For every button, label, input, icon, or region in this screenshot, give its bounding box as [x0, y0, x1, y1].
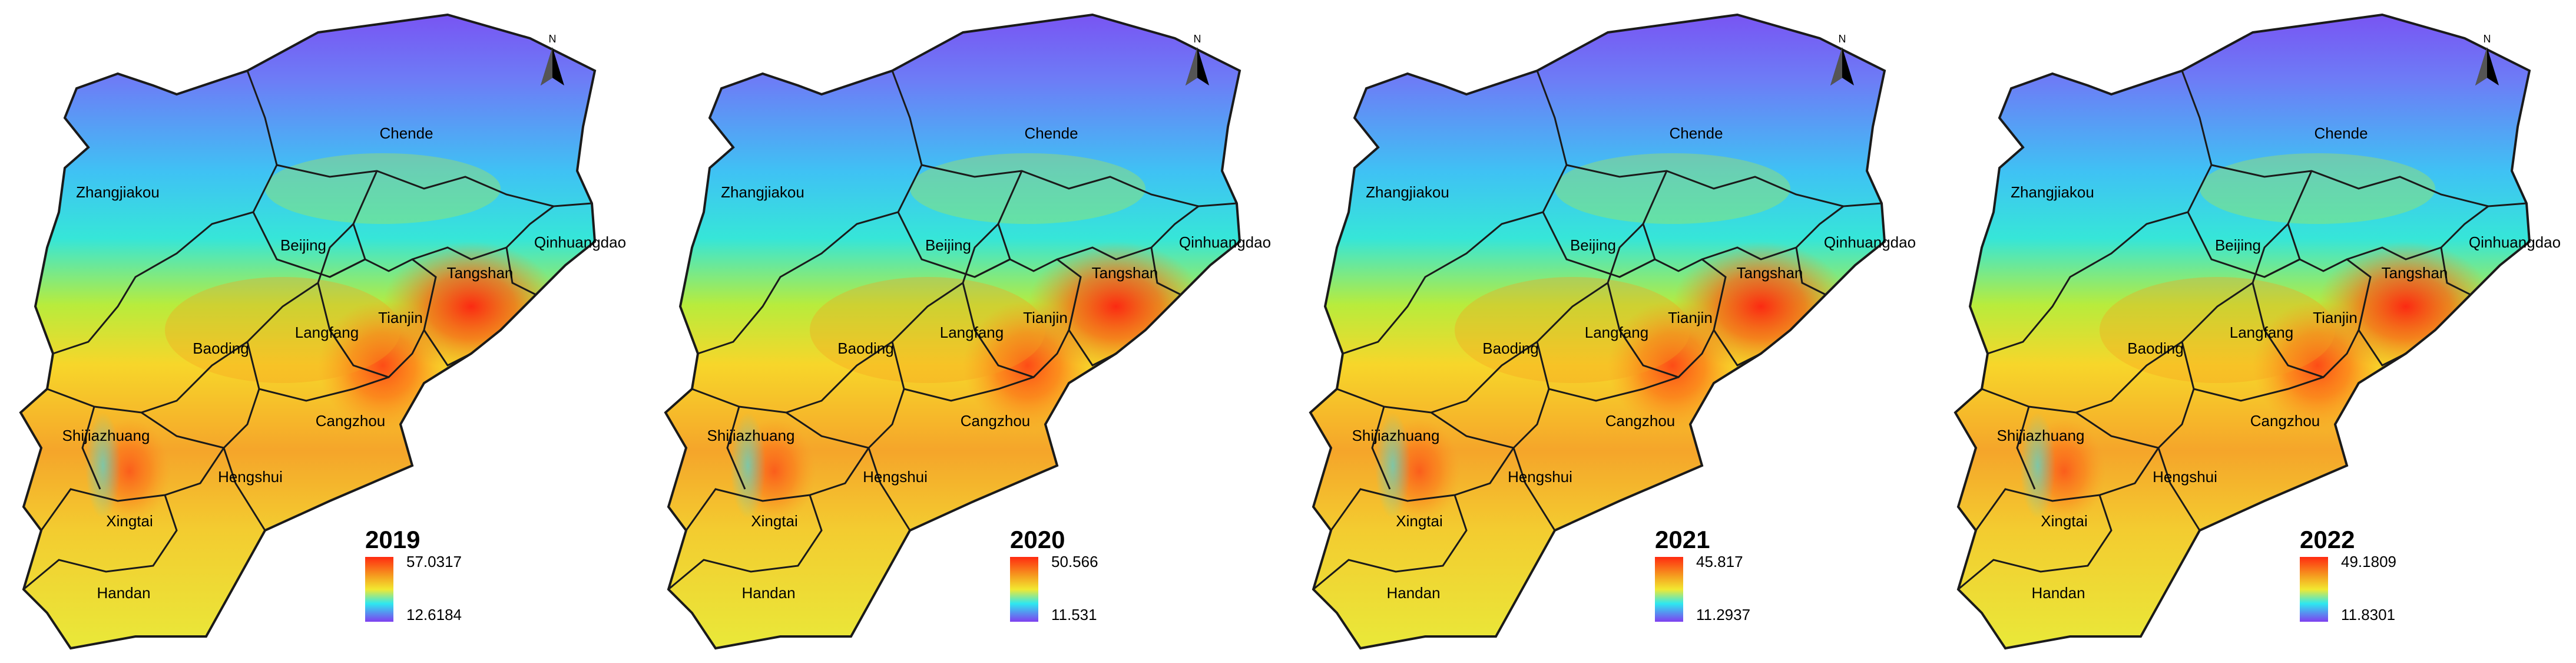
city-label-langfang: Langfang [2230, 324, 2293, 341]
legend-min-value: 11.8301 [2341, 606, 2395, 624]
city-label-qinhuangdao: Qinhuangdao [1824, 233, 1916, 251]
city-label-baoding: Baoding [2127, 339, 2183, 357]
city-label-shijiazhuang: Shijiazhuang [1997, 427, 2085, 444]
city-label-chende: Chende [1024, 124, 1078, 142]
map-panel-2020: N Zhangjiakou Chende Beijing Qinhuangdao Tang… [664, 13, 1271, 650]
north-label: N [1194, 33, 1201, 45]
city-label-beijing: Beijing [2215, 236, 2261, 254]
city-label-baoding: Baoding [193, 339, 249, 357]
city-label-zhangjiakou: Zhangjiakou [1366, 183, 1449, 201]
city-label-beijing: Beijing [280, 236, 326, 254]
city-label-xingtai: Xingtai [2041, 512, 2088, 530]
city-label-hengshui: Hengshui [218, 468, 283, 486]
city-label-chende: Chende [379, 124, 433, 142]
city-label-chende: Chende [1669, 124, 1723, 142]
city-label-handan: Handan [2031, 584, 2085, 602]
city-label-xingtai: Xingtai [106, 512, 153, 530]
map-panel-2022: N Zhangjiakou Chende Beijing Qinhuangdao Tang… [1953, 13, 2561, 650]
city-label-zhangjiakou: Zhangjiakou [76, 183, 160, 201]
city-label-qinhuangdao: Qinhuangdao [534, 233, 626, 251]
city-label-handan: Handan [97, 584, 150, 602]
north-arrow [541, 47, 564, 85]
city-label-cangzhou: Cangzhou [316, 412, 386, 430]
map-panel-2021: N Zhangjiakou Chende Beijing Qinhuangdao Tang… [1309, 13, 1916, 650]
city-label-tangshan: Tangshan [1092, 264, 1158, 282]
region-boundaries [1953, 13, 2531, 650]
legend-max-value: 49.1809 [2341, 553, 2396, 570]
region-boundaries [664, 13, 1241, 650]
city-label-shijiazhuang: Shijiazhuang [62, 427, 150, 444]
north-arrow [2475, 47, 2499, 85]
city-label-qinhuangdao: Qinhuangdao [1179, 233, 1271, 251]
north-arrow [1830, 47, 1854, 85]
region-boundaries [19, 13, 597, 650]
legend-max-value: 50.566 [1051, 553, 1098, 570]
city-label-cangzhou: Cangzhou [1605, 412, 1676, 430]
city-label-tangshan: Tangshan [2382, 264, 2448, 282]
city-label-cangzhou: Cangzhou [2250, 412, 2320, 430]
city-label-handan: Handan [741, 584, 795, 602]
legend-color-ramp [1655, 557, 1683, 622]
map-panel-2019: N Zhangjiakou Chende Beijing Qinhuangdao Tang… [19, 13, 626, 650]
legend-year: 2021 [1655, 526, 1710, 553]
city-label-xingtai: Xingtai [751, 512, 798, 530]
city-label-tangshan: Tangshan [447, 264, 514, 282]
city-label-tianjin: Tianjin [1023, 309, 1068, 326]
city-label-hengshui: Hengshui [1508, 468, 1572, 486]
legend-min-value: 11.531 [1051, 606, 1097, 624]
city-label-zhangjiakou: Zhangjiakou [721, 183, 804, 201]
city-label-langfang: Langfang [940, 324, 1004, 341]
legend-color-ramp [365, 557, 393, 622]
city-label-tianjin: Tianjin [2313, 309, 2358, 326]
city-label-baoding: Baoding [837, 339, 893, 357]
city-label-tangshan: Tangshan [1737, 264, 1803, 282]
city-label-chende: Chende [2314, 124, 2368, 142]
city-label-langfang: Langfang [1585, 324, 1648, 341]
city-label-shijiazhuang: Shijiazhuang [1352, 427, 1440, 444]
city-label-hengshui: Hengshui [2153, 468, 2217, 486]
legend-year: 2020 [1010, 526, 1065, 553]
city-label-hengshui: Hengshui [863, 468, 928, 486]
legend-max-value: 57.0317 [406, 553, 462, 570]
legend-max-value: 45.817 [1696, 553, 1743, 570]
legend-color-ramp [1010, 557, 1038, 622]
legend-min-value: 11.2937 [1696, 606, 1750, 624]
city-label-baoding: Baoding [1482, 339, 1538, 357]
legend-min-value: 12.6184 [406, 606, 462, 624]
city-label-zhangjiakou: Zhangjiakou [2011, 183, 2094, 201]
legend-year: 2022 [2300, 526, 2355, 553]
city-label-handan: Handan [1386, 584, 1440, 602]
city-label-cangzhou: Cangzhou [961, 412, 1031, 430]
city-label-shijiazhuang: Shijiazhuang [707, 427, 795, 444]
legend-color-ramp [2300, 557, 2328, 622]
north-label: N [549, 33, 557, 45]
city-label-qinhuangdao: Qinhuangdao [2469, 233, 2561, 251]
north-arrow [1186, 47, 1209, 85]
city-label-tianjin: Tianjin [1668, 309, 1713, 326]
city-label-beijing: Beijing [925, 236, 971, 254]
north-label: N [1839, 33, 1846, 45]
region-boundaries [1309, 13, 1886, 650]
city-label-langfang: Langfang [295, 324, 359, 341]
city-label-beijing: Beijing [1570, 236, 1616, 254]
legend-year: 2019 [365, 526, 420, 553]
city-label-xingtai: Xingtai [1396, 512, 1443, 530]
city-label-tianjin: Tianjin [378, 309, 423, 326]
north-label: N [2484, 33, 2491, 45]
